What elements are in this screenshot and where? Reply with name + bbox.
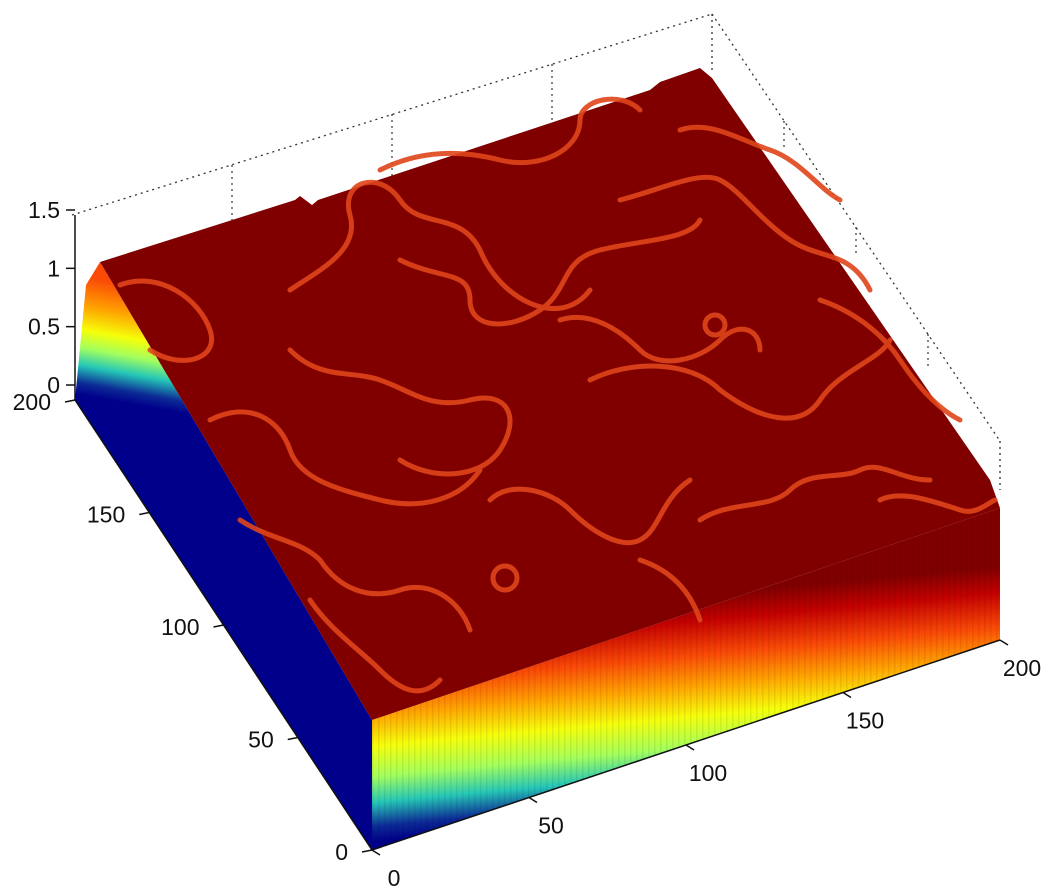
- z-tick-label: 1: [47, 255, 60, 281]
- y-tick-label: 200: [13, 389, 51, 415]
- x-tick-label: 100: [689, 760, 727, 786]
- y-tick-mark: [287, 736, 298, 741]
- x-tick-mark: [842, 691, 852, 699]
- grid-lines: [231, 64, 929, 370]
- y-tick-label: 50: [248, 727, 274, 753]
- z-tick-label: 1.5: [28, 197, 60, 223]
- x-tick-label: 150: [846, 708, 884, 734]
- x-tick-label: 50: [538, 813, 564, 839]
- x-tick-mark: [528, 796, 538, 804]
- x-tick-mark: [685, 744, 695, 751]
- y-tick-mark: [213, 624, 224, 628]
- x-tick-mark: [371, 849, 381, 856]
- x-tick-label: 0: [388, 865, 401, 890]
- x-tick-mark: [999, 639, 1009, 646]
- domain-walls: [117, 96, 998, 694]
- y-tick-mark: [139, 511, 150, 516]
- left-side-wall: [75, 262, 372, 850]
- z-tick-label: 0.5: [28, 314, 60, 340]
- y-tick-mark: [64, 399, 76, 403]
- y-tick-mark: [361, 849, 373, 853]
- axes-box: [71, 13, 1001, 490]
- x-tick-label: 200: [1003, 655, 1041, 681]
- y-tick-label: 100: [161, 614, 199, 640]
- tick-marks: [64, 209, 1009, 856]
- y-tick-label: 0: [335, 839, 348, 865]
- z-tick-label: 0: [47, 372, 60, 398]
- y-tick-label: 150: [87, 502, 125, 528]
